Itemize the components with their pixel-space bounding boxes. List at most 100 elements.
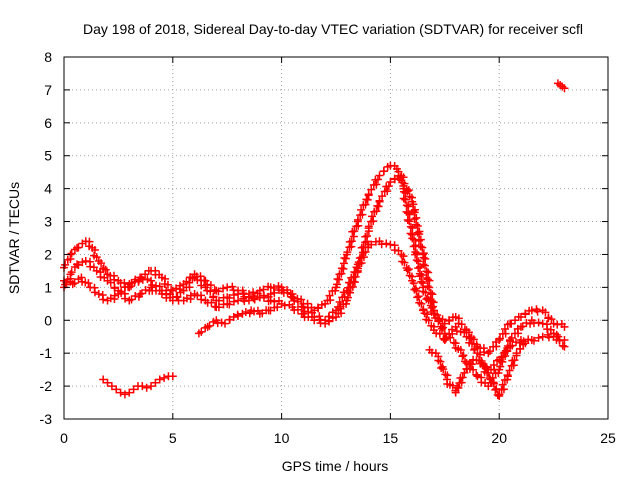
data-point <box>107 382 116 391</box>
data-point <box>173 293 182 302</box>
data-point <box>117 287 126 296</box>
data-point <box>501 346 510 355</box>
data-point <box>129 385 138 394</box>
data-point <box>516 312 525 321</box>
data-point <box>541 308 550 317</box>
data-point <box>499 385 508 394</box>
data-point <box>363 232 372 241</box>
data-point <box>440 319 449 328</box>
series-track-5 <box>425 339 530 400</box>
data-point <box>333 274 342 283</box>
data-point <box>400 258 409 267</box>
y-tick-label: -3 <box>40 411 53 427</box>
data-point <box>160 373 169 382</box>
data-point <box>141 286 150 295</box>
data-point <box>206 287 215 296</box>
data-point <box>515 344 524 353</box>
data-point <box>337 264 346 273</box>
data-point <box>413 293 422 302</box>
data-point <box>473 372 482 381</box>
data-point <box>408 234 417 243</box>
data-point <box>283 288 292 297</box>
y-tick-label: 8 <box>44 49 52 65</box>
data-point <box>106 278 115 287</box>
data-point <box>399 173 408 182</box>
data-point <box>555 336 564 345</box>
data-point <box>533 307 542 316</box>
data-point <box>416 235 425 244</box>
data-point <box>411 250 420 259</box>
data-point <box>110 291 119 300</box>
data-point <box>496 334 505 343</box>
data-point <box>293 297 302 306</box>
data-point <box>560 322 569 331</box>
data-point <box>412 213 421 222</box>
data-point <box>249 294 258 303</box>
data-point <box>456 345 465 354</box>
data-point <box>92 266 101 275</box>
data-point <box>425 276 434 285</box>
data-point <box>121 294 130 303</box>
data-point <box>372 180 381 189</box>
data-point <box>511 316 520 325</box>
data-point <box>266 296 275 305</box>
data-point <box>234 311 243 320</box>
data-point <box>403 266 412 275</box>
data-point <box>483 368 492 377</box>
data-point <box>404 265 413 274</box>
data-point <box>141 270 150 279</box>
data-point <box>527 306 536 315</box>
data-point <box>534 333 543 342</box>
data-point <box>367 185 376 194</box>
data-point <box>127 279 136 288</box>
data-point <box>433 310 442 319</box>
data-point <box>383 187 392 196</box>
data-point <box>74 243 83 252</box>
data-point <box>496 357 505 366</box>
data-point <box>428 290 437 299</box>
data-point <box>521 310 530 319</box>
data-point <box>521 339 530 348</box>
data-point <box>364 190 373 199</box>
data-point <box>84 279 93 288</box>
data-point <box>419 260 428 269</box>
data-point <box>197 295 206 304</box>
data-point <box>155 375 164 384</box>
x-tick-label: 25 <box>600 430 616 446</box>
x-tick-label: 5 <box>169 430 177 446</box>
data-point <box>143 275 152 284</box>
data-point <box>61 260 70 269</box>
data-point <box>507 319 516 328</box>
data-point <box>409 200 418 209</box>
data-point <box>325 291 334 300</box>
data-point <box>435 316 444 325</box>
y-tick-label: 7 <box>44 82 52 98</box>
data-point <box>412 220 421 229</box>
data-point <box>425 283 434 292</box>
data-point <box>353 215 362 224</box>
data-point <box>386 178 395 187</box>
data-point <box>510 356 519 365</box>
data-point <box>375 196 384 205</box>
data-point <box>250 295 259 304</box>
data-point <box>480 348 489 357</box>
data-point <box>131 292 140 301</box>
data-point <box>131 275 140 284</box>
x-tick-label: 20 <box>491 430 507 446</box>
data-point <box>221 319 230 328</box>
data-point <box>413 221 422 230</box>
data-point <box>507 333 516 342</box>
data-point <box>424 268 433 277</box>
data-point <box>416 242 425 251</box>
data-point <box>481 362 490 371</box>
data-point <box>405 217 414 226</box>
data-point <box>214 303 223 312</box>
data-point <box>423 310 432 319</box>
data-point <box>558 341 567 350</box>
data-point <box>437 324 446 333</box>
data-point <box>103 378 112 387</box>
data-point <box>99 375 108 384</box>
data-point <box>97 259 106 268</box>
series-track-6 <box>99 372 177 399</box>
data-point <box>460 328 469 337</box>
